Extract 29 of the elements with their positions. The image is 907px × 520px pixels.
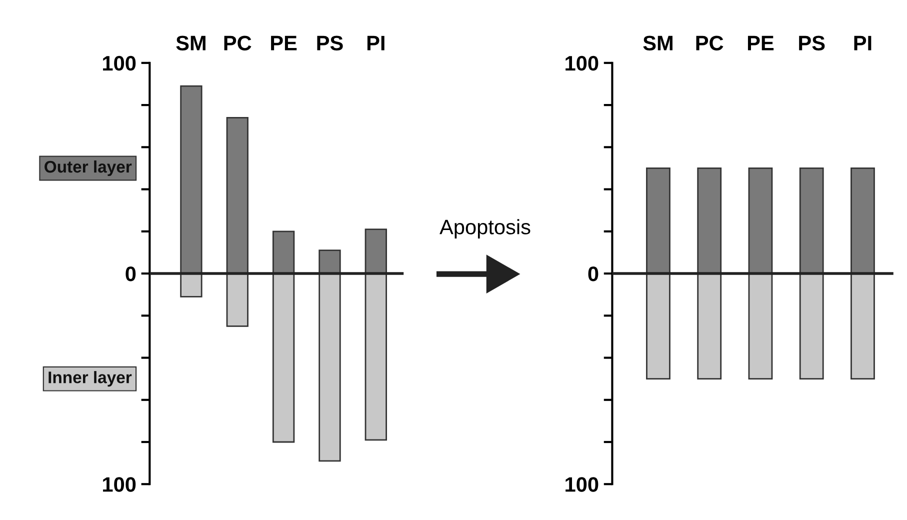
bar bbox=[318, 272, 341, 462]
x-tick-label: PI bbox=[367, 36, 384, 50]
text: Inner layer bbox=[48, 371, 132, 387]
y-tick-label: 0 bbox=[588, 266, 598, 282]
bar bbox=[226, 272, 248, 327]
text: Outer layer bbox=[44, 160, 132, 176]
bar bbox=[364, 228, 387, 274]
x-tick-label: PE bbox=[748, 36, 774, 50]
x-tick-label: SM bbox=[643, 36, 672, 50]
text: Apoptosis bbox=[440, 219, 530, 239]
bar bbox=[364, 272, 387, 441]
bar bbox=[180, 272, 202, 298]
bar bbox=[226, 116, 248, 274]
bar bbox=[272, 230, 295, 274]
x-tick-label: PC bbox=[696, 36, 724, 50]
y-tick-label: 100 bbox=[103, 477, 136, 492]
x-tick-label: SM bbox=[176, 36, 206, 50]
x-tick-label: PS bbox=[317, 36, 343, 50]
bar bbox=[318, 250, 341, 274]
y-tick-label: 100 bbox=[566, 56, 598, 71]
x-tick-label: PC bbox=[224, 36, 252, 50]
y-tick-label: 0 bbox=[126, 266, 136, 282]
y-tick-label: 100 bbox=[103, 56, 136, 71]
x-tick-label: PI bbox=[854, 36, 872, 50]
x-tick-label: PS bbox=[799, 36, 825, 50]
bar bbox=[180, 85, 202, 274]
bar bbox=[272, 272, 295, 443]
y-tick-label: 100 bbox=[566, 477, 598, 492]
x-tick-label: PE bbox=[271, 36, 297, 50]
